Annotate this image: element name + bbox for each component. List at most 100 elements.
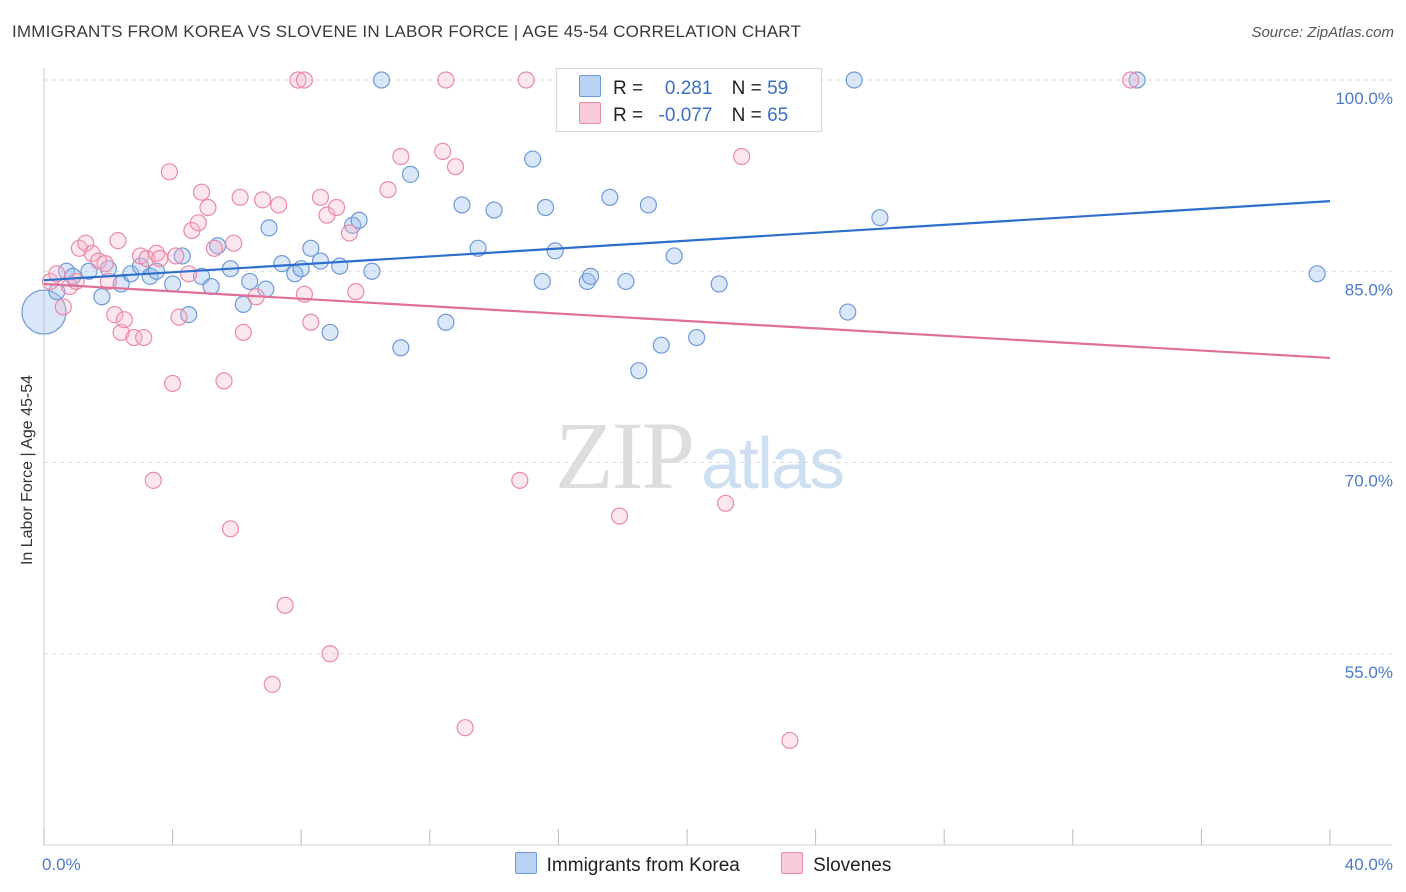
- slovene-point: [446, 158, 465, 176]
- slovene-point: [610, 507, 629, 525]
- slovene-point: [167, 247, 185, 265]
- korea-point: [164, 275, 182, 293]
- korea-point: [524, 150, 542, 168]
- slovene-point: [434, 142, 452, 160]
- legend-swatch-slovenes: [781, 852, 804, 874]
- korea-point: [639, 196, 658, 214]
- slovene-point: [135, 328, 153, 347]
- tick-labels: 55.0% 70.0% 85.0% 100.0% 0.0% 40.0%: [42, 89, 1393, 874]
- slovene-trend-line: [43, 282, 1331, 360]
- slovene-point: [392, 147, 410, 166]
- korea-point: [147, 262, 166, 280]
- slovene-point: [1122, 71, 1140, 89]
- slovene-point: [225, 234, 243, 252]
- slovene-point: [511, 471, 529, 489]
- slovene-point: [781, 731, 799, 750]
- slovene-point: [54, 298, 72, 316]
- stats-n-label: N =: [731, 105, 762, 126]
- korea-point: [202, 277, 220, 296]
- korea-point: [536, 198, 555, 217]
- slovene-point: [106, 306, 124, 324]
- slovene-point: [263, 675, 281, 693]
- slovene-point: [254, 191, 272, 209]
- slovene-point: [77, 234, 95, 252]
- korea-point: [617, 272, 635, 291]
- slovene-point: [295, 71, 314, 89]
- korea-point: [871, 209, 889, 227]
- grid-lines: [44, 79, 1392, 655]
- watermark-zip: ZIP: [555, 402, 695, 509]
- watermark: ZIP atlas: [555, 400, 845, 511]
- chart-title: IMMIGRANTS FROM KOREA VS SLOVENE IN LABO…: [12, 22, 802, 41]
- legend-item-slovenes[interactable]: Slovenes: [781, 852, 891, 877]
- korea-point: [93, 288, 111, 306]
- slovene-point: [327, 198, 346, 217]
- slovene-point: [347, 283, 365, 301]
- slovene-point: [112, 323, 130, 342]
- slovene-point: [302, 313, 320, 331]
- korea-point: [1128, 71, 1146, 89]
- korea-point: [581, 267, 600, 285]
- stats-row-slovene: R = -0.077 N = 65: [579, 102, 788, 126]
- slovene-point: [160, 163, 178, 181]
- slovene-point: [733, 147, 751, 166]
- stats-box: R = 0.281 N = 59 R = -0.077 N = 65: [556, 68, 822, 132]
- slovene-point: [192, 183, 211, 201]
- stats-r-value: 0.281: [664, 78, 713, 99]
- x-tick-label-end: 40.0%: [1345, 855, 1393, 874]
- slovene-point: [340, 224, 359, 242]
- korea-point: [665, 247, 683, 265]
- korea-point: [546, 242, 564, 260]
- stats-r-label: R =: [613, 105, 644, 126]
- y-tick-label: 100.0%: [1335, 89, 1393, 108]
- korea-point: [652, 336, 670, 354]
- slovene-point: [125, 328, 143, 347]
- legend-item-korea[interactable]: Immigrants from Korea: [514, 852, 740, 877]
- korea-point: [437, 313, 455, 331]
- korea-point: [485, 201, 503, 219]
- slovene-point: [231, 188, 249, 206]
- slovene-point: [221, 520, 240, 538]
- stats-n-value: 65: [767, 105, 789, 126]
- data-points: [21, 71, 1326, 750]
- korea-point: [260, 219, 278, 237]
- korea-point: [845, 71, 863, 89]
- slovene-point: [379, 181, 397, 199]
- korea-point: [311, 252, 330, 270]
- legend: Immigrants from Korea Slovenes: [0, 852, 1406, 877]
- korea-trend-line: [43, 200, 1331, 282]
- korea-point: [372, 71, 391, 89]
- slovene-point: [144, 471, 162, 489]
- korea-point: [241, 272, 259, 291]
- korea-point: [601, 188, 619, 206]
- slovene-point: [199, 198, 217, 217]
- slovene-point: [456, 719, 474, 737]
- y-axis-label: In Labor Force | Age 45-54: [19, 374, 36, 566]
- chart-source: Source: ZipAtlas.com: [1251, 24, 1394, 41]
- korea-point: [180, 306, 198, 324]
- slovene-point: [115, 311, 133, 329]
- slovene-point: [321, 645, 339, 663]
- slovene-point: [276, 596, 294, 614]
- korea-point: [302, 239, 320, 257]
- legend-swatch-korea: [514, 852, 537, 874]
- korea-point: [273, 255, 291, 273]
- korea-point: [363, 262, 381, 280]
- slovene-point: [147, 244, 166, 262]
- y-tick-label: 70.0%: [1345, 472, 1393, 491]
- slovene-point: [270, 196, 288, 214]
- watermark-atlas: atlas: [701, 424, 845, 504]
- slovene-point: [164, 374, 182, 393]
- slovene-point: [205, 239, 223, 257]
- stats-n-label: N =: [731, 78, 762, 99]
- slovene-point: [109, 232, 127, 250]
- stats-swatch-korea: [579, 75, 601, 97]
- korea-point: [173, 247, 191, 265]
- slovene-point: [138, 249, 156, 268]
- korea-point: [21, 289, 67, 335]
- korea-point: [688, 328, 706, 347]
- korea-point: [392, 339, 410, 357]
- korea-point: [710, 275, 728, 293]
- slovene-point: [437, 71, 455, 89]
- korea-point: [630, 362, 648, 380]
